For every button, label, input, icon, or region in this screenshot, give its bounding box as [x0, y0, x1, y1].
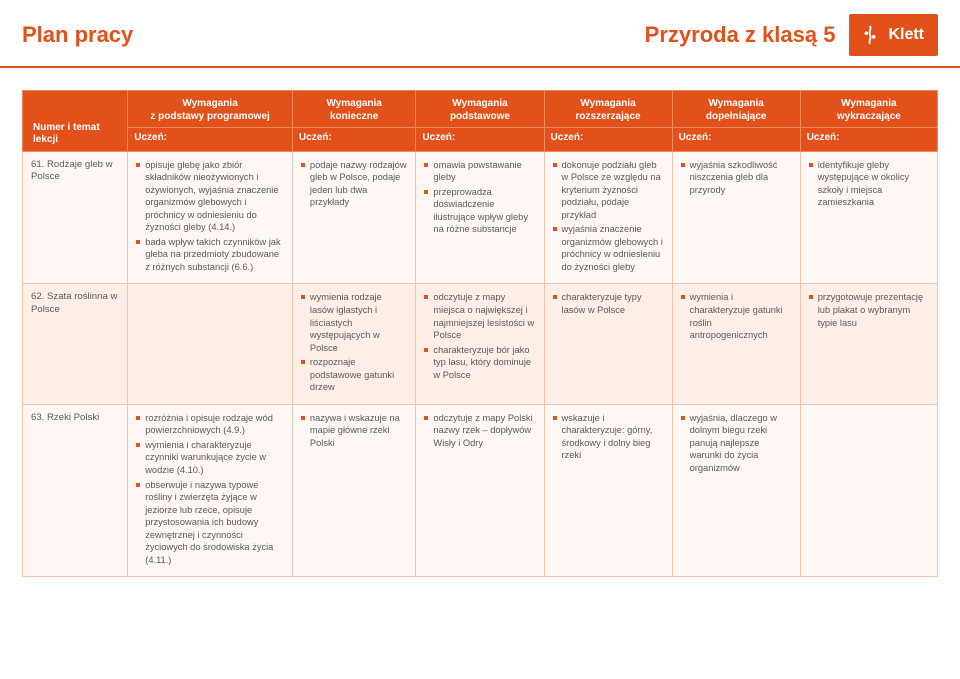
bullet-item: obserwuje i nazywa typowe rośliny i zwie…: [136, 479, 284, 567]
bullet-item: opisuje glebę jako zbiór składników nieo…: [136, 159, 284, 234]
topic-cell: 63. Rzeki Polski: [23, 404, 128, 577]
header-right: Przyroda z klasą 5 Klett: [645, 14, 938, 56]
bullet-list: odczytuje z mapy Polski nazwy rzek – dop…: [424, 412, 535, 450]
content-cell: przygotowuje prezentację lub plakat o wy…: [800, 284, 937, 404]
topic-cell: 61. Rodzaje gleb w Polsce: [23, 151, 128, 284]
requirements-table: Numer i temat lekcji Wymaganiaz podstawy…: [22, 90, 938, 577]
bullet-item: odczytuje z mapy miejsca o największej i…: [424, 291, 535, 341]
table-container: Numer i temat lekcji Wymaganiaz podstawy…: [0, 68, 960, 577]
bullet-list: wskazuje i charakteryzuje: górny, środko…: [553, 412, 664, 462]
col-header-3: Wymaganiapodstawowe: [416, 91, 544, 128]
content-cell: rozróżnia i opisuje rodzaje wód powierzc…: [128, 404, 293, 577]
content-cell: podaje nazwy rodzajów gleb w Polsce, pod…: [292, 151, 416, 284]
page-header: Plan pracy Przyroda z klasą 5 Klett: [0, 0, 960, 68]
content-cell: dokonuje podziału gleb w Polsce ze wzglę…: [544, 151, 672, 284]
topic-cell: 62. Szata roślinna w Polsce: [23, 284, 128, 404]
content-cell: identyfikuje gleby występujące w okolicy…: [800, 151, 937, 284]
bullet-item: nazywa i wskazuje na mapie główne rzeki …: [301, 412, 408, 450]
header-plan-title: Plan pracy: [22, 22, 133, 48]
bullet-item: bada wpływ takich czynników jak gleba na…: [136, 236, 284, 274]
bullet-item: wymienia rodzaje lasów iglastych i liści…: [301, 291, 408, 354]
bullet-list: odczytuje z mapy miejsca o największej i…: [424, 291, 535, 381]
bullet-item: przeprowadza doświadczenie ilustrujące w…: [424, 186, 535, 236]
content-cell: opisuje glebę jako zbiór składników nieo…: [128, 151, 293, 284]
bullet-item: identyfikuje gleby występujące w okolicy…: [809, 159, 929, 209]
header-subject: Przyroda z klasą 5: [645, 22, 836, 48]
bullet-list: omawia powstawanie glebyprzeprowadza doś…: [424, 159, 535, 236]
bullet-list: wyjaśnia, dlaczego w dolnym biegu rzeki …: [681, 412, 792, 475]
bullet-list: wymienia rodzaje lasów iglastych i liści…: [301, 291, 408, 393]
bullet-item: rozróżnia i opisuje rodzaje wód powierzc…: [136, 412, 284, 437]
klett-logo-icon: [859, 24, 881, 46]
bullet-item: wymienia i charakteryzuje czynniki warun…: [136, 439, 284, 477]
content-cell: charakteryzuje typy lasów w Polsce: [544, 284, 672, 404]
col-header-topic: Numer i temat lekcji: [23, 91, 128, 152]
content-cell: wymienia i charakteryzuje gatunki roślin…: [672, 284, 800, 404]
bullet-list: nazywa i wskazuje na mapie główne rzeki …: [301, 412, 408, 450]
bullet-item: wyjaśnia znaczenie organizmów glebowych …: [553, 223, 664, 273]
bullet-list: dokonuje podziału gleb w Polsce ze wzglę…: [553, 159, 664, 274]
col-header-1: Wymaganiaz podstawy programowej: [128, 91, 293, 128]
bullet-list: przygotowuje prezentację lub plakat o wy…: [809, 291, 929, 329]
subheader-4: Uczeń:: [544, 128, 672, 152]
brand-name: Klett: [888, 26, 924, 44]
bullet-item: podaje nazwy rodzajów gleb w Polsce, pod…: [301, 159, 408, 209]
bullet-list: wymienia i charakteryzuje gatunki roślin…: [681, 291, 792, 341]
table-head: Numer i temat lekcji Wymaganiaz podstawy…: [23, 91, 938, 152]
content-cell: odczytuje z mapy miejsca o największej i…: [416, 284, 544, 404]
bullet-item: omawia powstawanie gleby: [424, 159, 535, 184]
col-header-6: Wymaganiawykraczające: [800, 91, 937, 128]
bullet-list: identyfikuje gleby występujące w okolicy…: [809, 159, 929, 209]
bullet-item: wyjaśnia szkodliwość niszczenia gleb dla…: [681, 159, 792, 197]
bullet-item: rozpoznaje podstawowe gatunki drzew: [301, 356, 408, 394]
bullet-list: rozróżnia i opisuje rodzaje wód powierzc…: [136, 412, 284, 567]
table-row: 63. Rzeki Polski rozróżnia i opisuje rodz…: [23, 404, 938, 577]
col-header-2: Wymaganiakonieczne: [292, 91, 416, 128]
content-cell: wskazuje i charakteryzuje: górny, środko…: [544, 404, 672, 577]
bullet-item: wyjaśnia, dlaczego w dolnym biegu rzeki …: [681, 412, 792, 475]
bullet-list: opisuje glebę jako zbiór składników nieo…: [136, 159, 284, 274]
bullet-item: przygotowuje prezentację lub plakat o wy…: [809, 291, 929, 329]
bullet-list: podaje nazwy rodzajów gleb w Polsce, pod…: [301, 159, 408, 209]
bullet-item: charakteryzuje typy lasów w Polsce: [553, 291, 664, 316]
content-cell: odczytuje z mapy Polski nazwy rzek – dop…: [416, 404, 544, 577]
content-cell: omawia powstawanie glebyprzeprowadza doś…: [416, 151, 544, 284]
content-cell: [800, 404, 937, 577]
bullet-list: charakteryzuje typy lasów w Polsce: [553, 291, 664, 316]
col-header-5: Wymaganiadopełniające: [672, 91, 800, 128]
bullet-item: charakteryzuje bór jako typ lasu, który …: [424, 344, 535, 382]
subheader-5: Uczeń:: [672, 128, 800, 152]
bullet-item: dokonuje podziału gleb w Polsce ze wzglę…: [553, 159, 664, 222]
subheader-3: Uczeń:: [416, 128, 544, 152]
table-body: 61. Rodzaje gleb w Polsceopisuje glebę j…: [23, 151, 938, 577]
subheader-1: Uczeń:: [128, 128, 293, 152]
bullet-item: wymienia i charakteryzuje gatunki roślin…: [681, 291, 792, 341]
content-cell: wyjaśnia, dlaczego w dolnym biegu rzeki …: [672, 404, 800, 577]
content-cell: nazywa i wskazuje na mapie główne rzeki …: [292, 404, 416, 577]
content-cell: wyjaśnia szkodliwość niszczenia gleb dla…: [672, 151, 800, 284]
col-header-4: Wymaganiarozszerzające: [544, 91, 672, 128]
bullet-list: wyjaśnia szkodliwość niszczenia gleb dla…: [681, 159, 792, 197]
table-row: 61. Rodzaje gleb w Polsceopisuje glebę j…: [23, 151, 938, 284]
content-cell: wymienia rodzaje lasów iglastych i liści…: [292, 284, 416, 404]
table-row: 62. Szata roślinna w Polsce wymienia rodz…: [23, 284, 938, 404]
bullet-item: odczytuje z mapy Polski nazwy rzek – dop…: [424, 412, 535, 450]
subheader-2: Uczeń:: [292, 128, 416, 152]
subheader-6: Uczeń:: [800, 128, 937, 152]
brand-logo: Klett: [849, 14, 938, 56]
bullet-item: wskazuje i charakteryzuje: górny, środko…: [553, 412, 664, 462]
content-cell: [128, 284, 293, 404]
